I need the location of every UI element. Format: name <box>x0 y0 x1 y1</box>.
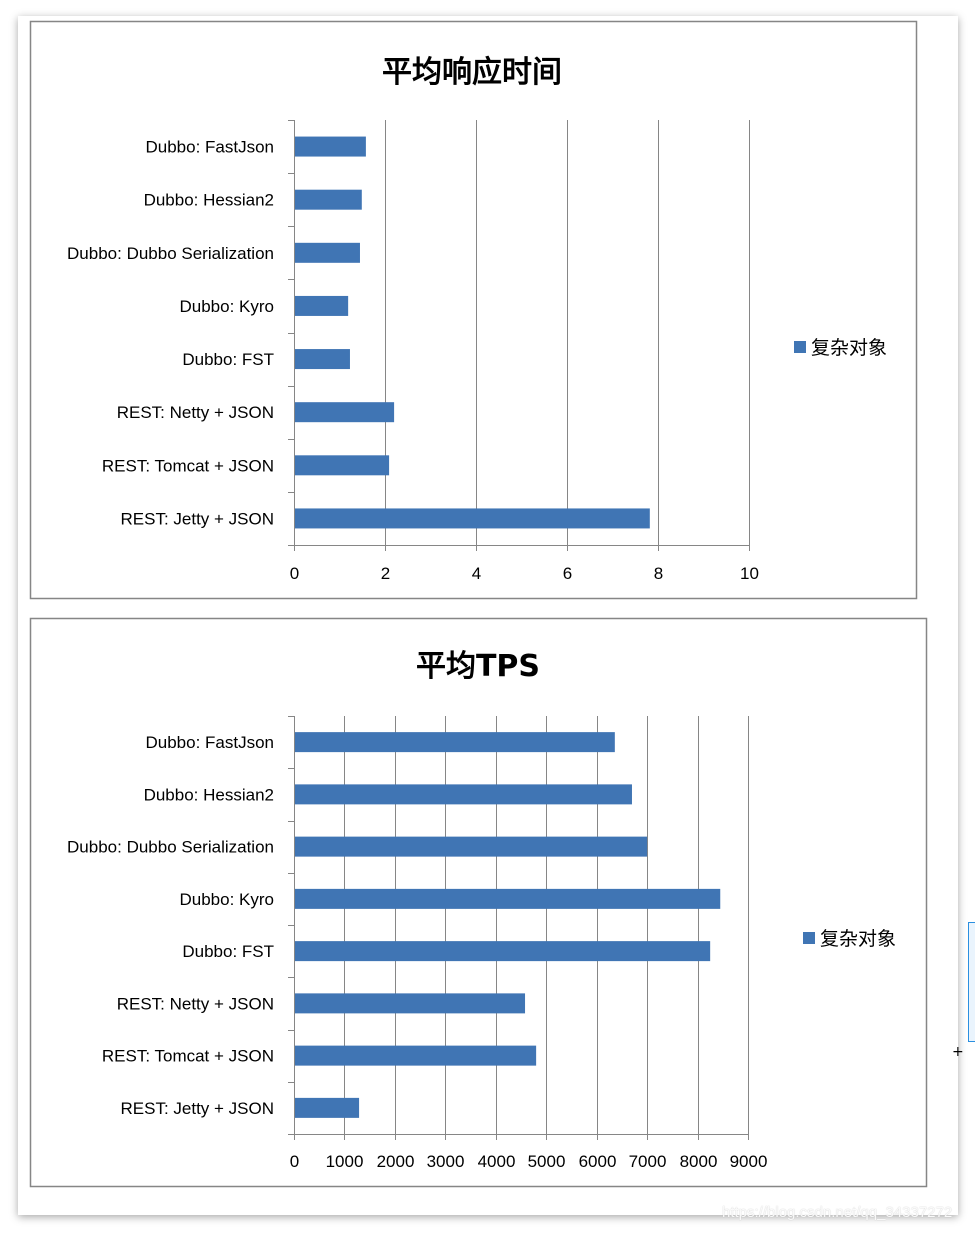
x-tick-label: 0 <box>290 1152 299 1171</box>
category-label: Dubbo: Dubbo Serialization <box>67 838 274 857</box>
selection-handle[interactable] <box>968 922 975 1042</box>
x-tick-label: 2 <box>381 564 390 583</box>
category-label: Dubbo: Hessian2 <box>144 785 274 804</box>
x-tick-label: 5000 <box>528 1152 566 1171</box>
category-label: Dubbo: Dubbo Serialization <box>67 244 274 263</box>
bar <box>295 189 362 210</box>
bar <box>295 455 390 476</box>
category-label: Dubbo: Kyro <box>180 890 275 909</box>
bar <box>295 888 721 909</box>
category-label: Dubbo: FastJson <box>145 733 274 752</box>
x-tick-label: 8000 <box>680 1152 718 1171</box>
chart-frame <box>29 20 918 600</box>
watermark: https://blog.csdn.net/qq_34337272 <box>722 1204 953 1221</box>
x-tick-label: 10 <box>740 564 759 583</box>
bar <box>295 784 632 805</box>
bar <box>295 136 366 157</box>
bar <box>295 941 711 962</box>
legend-swatch <box>794 341 806 353</box>
x-tick-label: 1000 <box>326 1152 364 1171</box>
category-label: REST: Tomcat + JSON <box>102 456 274 475</box>
category-label: Dubbo: FastJson <box>145 138 274 157</box>
bar <box>295 836 648 857</box>
bar <box>295 1097 360 1118</box>
category-label: Dubbo: Kyro <box>180 297 275 316</box>
legend-label: 复杂对象 <box>820 928 896 950</box>
bar <box>295 295 349 316</box>
category-label: REST: Netty + JSON <box>117 403 274 422</box>
bar <box>295 349 350 370</box>
bar <box>295 242 360 263</box>
x-tick-label: 4000 <box>478 1152 516 1171</box>
category-label: Dubbo: FST <box>182 350 274 369</box>
chart-title: 平均响应时间 <box>382 55 562 90</box>
x-tick-label: 3000 <box>427 1152 465 1171</box>
category-label: Dubbo: Hessian2 <box>144 191 274 210</box>
x-tick-label: 7000 <box>629 1152 667 1171</box>
crosshair-cursor-icon: + <box>952 1044 964 1060</box>
category-label: REST: Netty + JSON <box>117 994 274 1013</box>
chart-title: 平均TPS <box>416 649 540 684</box>
x-tick-label: 6000 <box>579 1152 617 1171</box>
bar <box>295 1045 537 1066</box>
bar <box>295 402 395 423</box>
category-label: REST: Jetty + JSON <box>120 509 274 528</box>
legend-label: 复杂对象 <box>811 337 887 359</box>
bar <box>295 732 615 753</box>
x-tick-label: 6 <box>563 564 572 583</box>
chart-2: 平均TPS 0 1000 2000 3000 4000 5000 6000 7000 8000 90… <box>29 617 928 1188</box>
bar <box>295 508 650 529</box>
legend-swatch <box>803 932 815 944</box>
x-tick-label: 9000 <box>730 1152 768 1171</box>
x-tick-label: 4 <box>472 564 481 583</box>
category-label: Dubbo: FST <box>182 942 274 961</box>
chart-1: 平均响应时间 0 2 4 6 8 10 Dubbo: FastJson Dubbo: Hessi… <box>29 20 918 600</box>
category-label: REST: Tomcat + JSON <box>102 1047 274 1066</box>
x-tick-label: 2000 <box>377 1152 415 1171</box>
category-label: REST: Jetty + JSON <box>120 1099 274 1118</box>
x-tick-label: 0 <box>290 564 299 583</box>
x-tick-label: 8 <box>654 564 663 583</box>
bar <box>295 993 526 1014</box>
